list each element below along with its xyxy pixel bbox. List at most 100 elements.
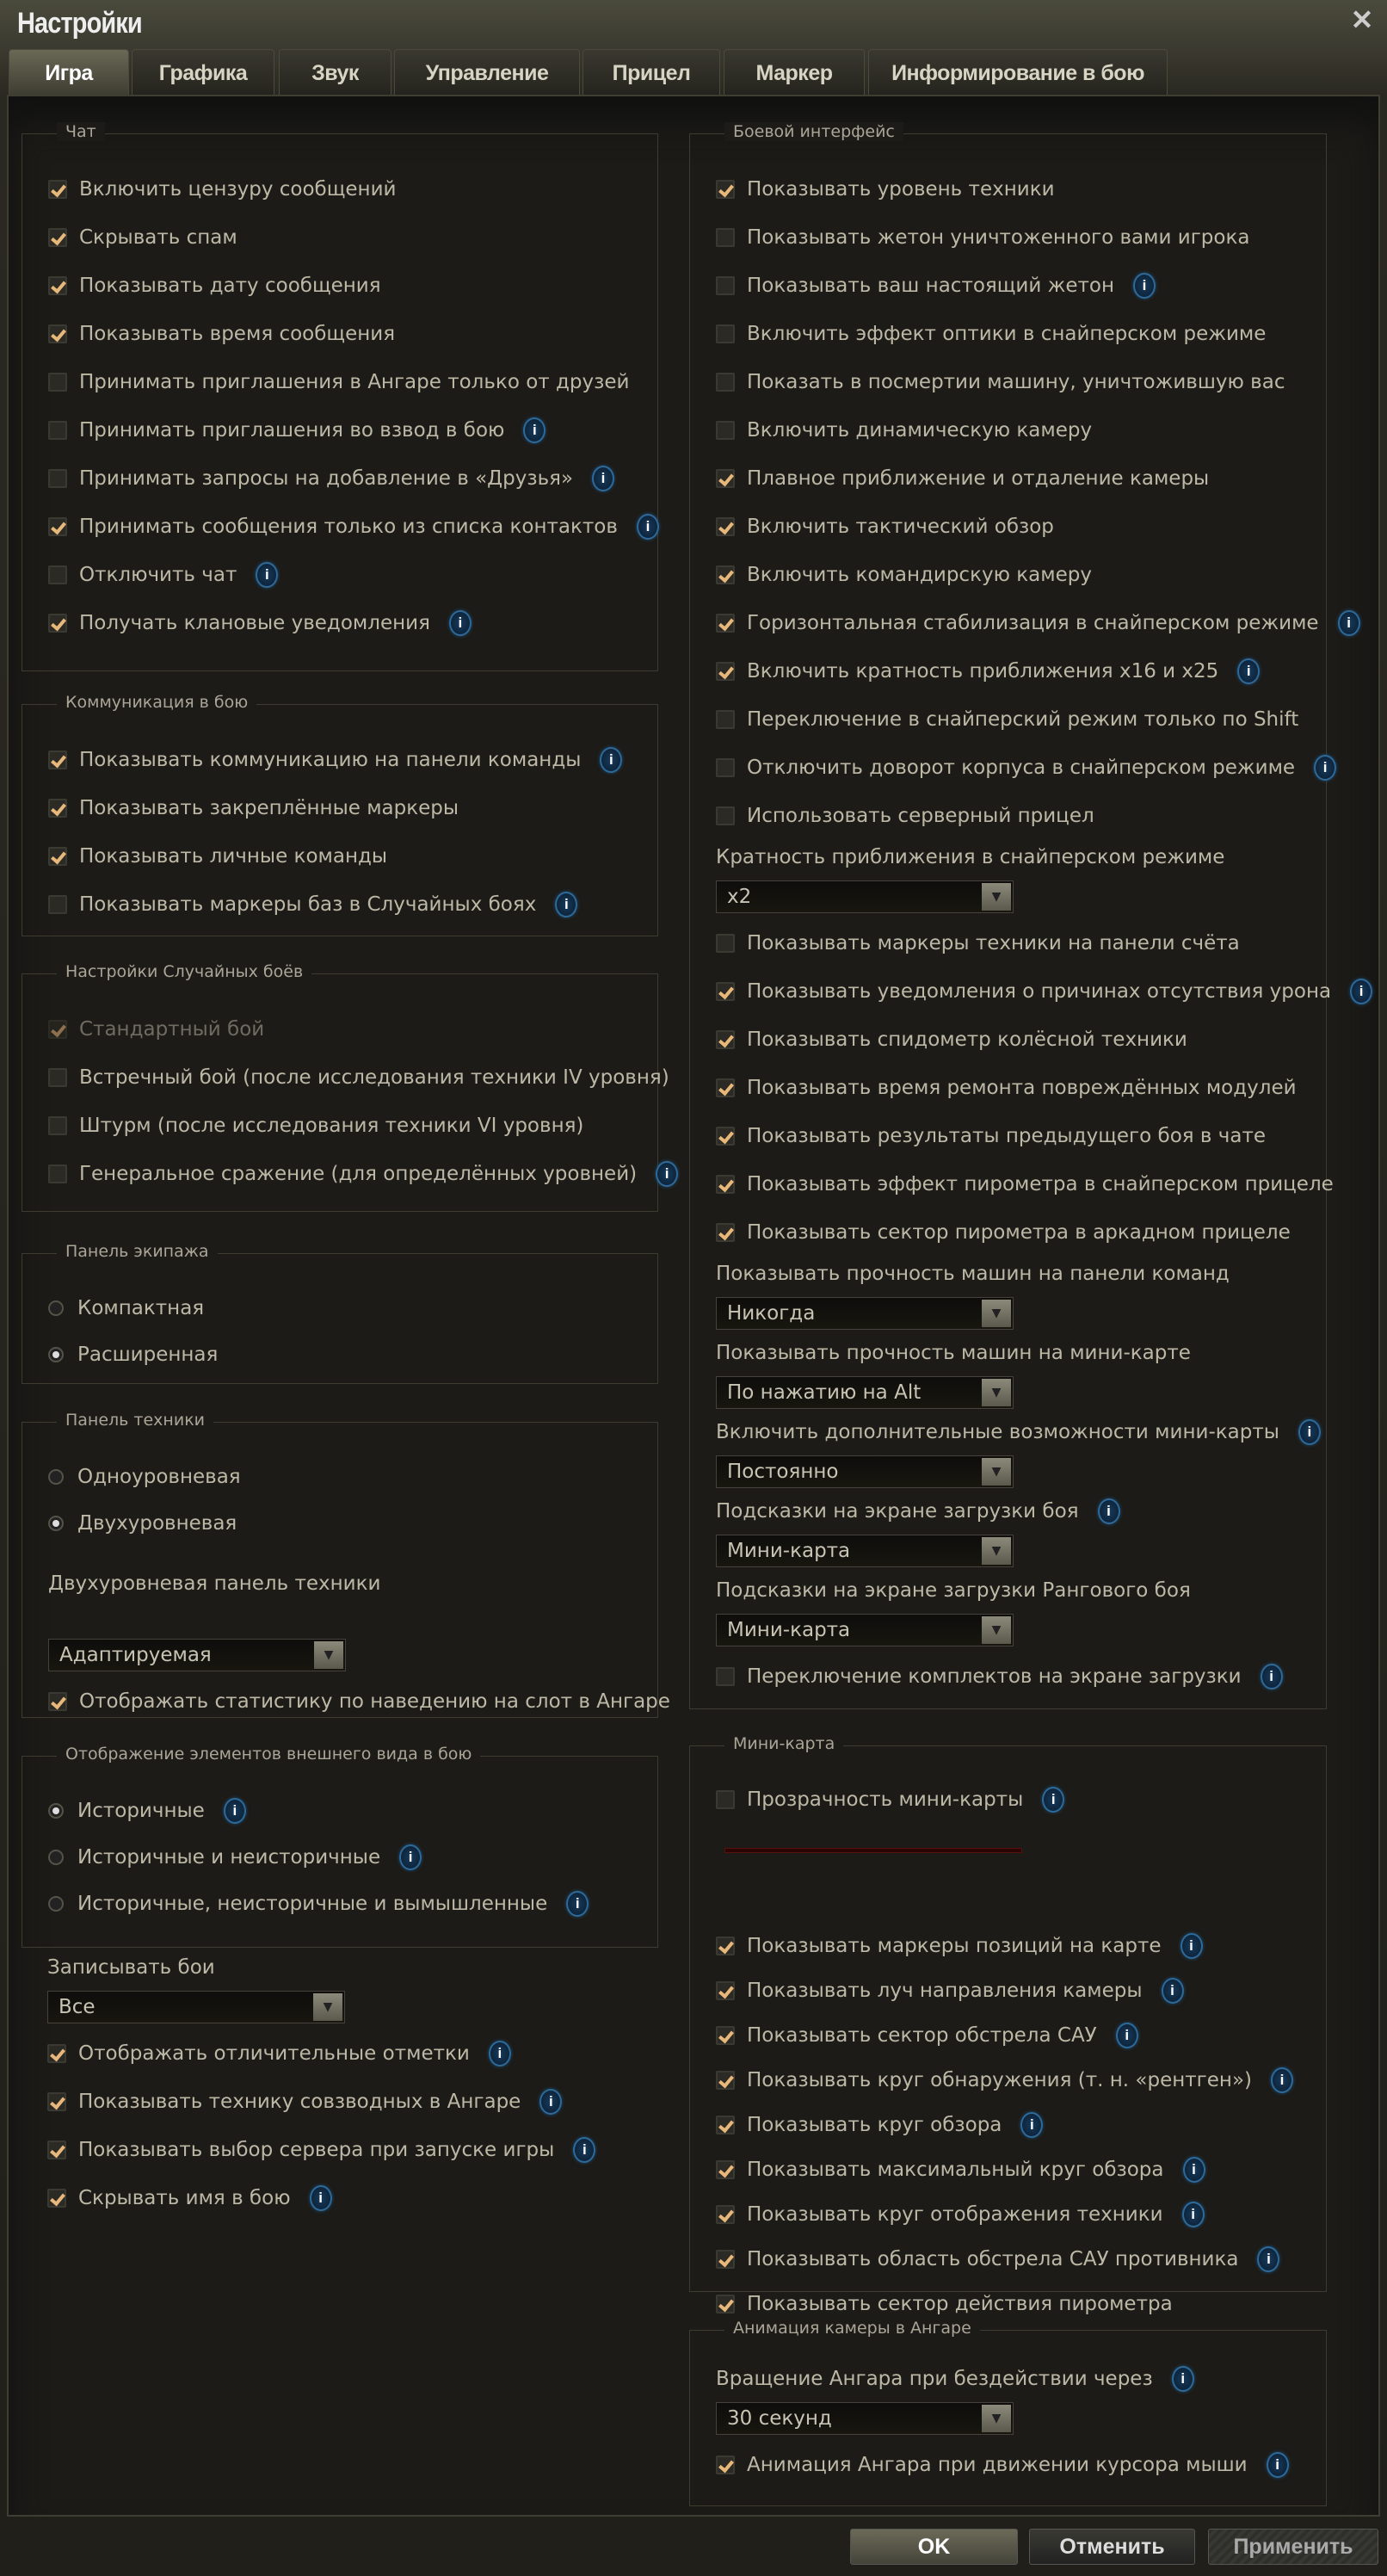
checkbox-option[interactable]: Показывать маркеры техники на панели счё… (716, 919, 1317, 967)
checkbox-option[interactable]: Принимать запросы на добавление в «Друзь… (48, 454, 649, 503)
checkbox-option[interactable]: Скрывать имя в бою i (47, 2174, 650, 2222)
checkbox-option[interactable]: Отключить чат i (48, 551, 649, 599)
checkbox-unchecked[interactable] (48, 565, 67, 584)
checkbox-unchecked[interactable] (716, 324, 735, 343)
checkbox-checked[interactable] (716, 517, 735, 536)
chevron-down-icon[interactable]: ▼ (982, 2405, 1011, 2432)
checkbox-option[interactable]: Стандартный бой (48, 1005, 649, 1053)
checkbox-checked[interactable] (47, 2140, 66, 2159)
radio-option[interactable]: Историчные i (48, 1788, 649, 1834)
checkbox-option[interactable]: Отключить доворот корпуса в снайперском … (716, 744, 1337, 792)
checkbox-option[interactable]: Показывать сектор обстрела САУ i (716, 2013, 1317, 2058)
radio-option[interactable]: Историчные, неисторичные и вымышленные i (48, 1881, 649, 1927)
checkbox-unchecked[interactable] (48, 373, 67, 392)
info-icon[interactable]: i (1171, 2366, 1194, 2392)
radio-option[interactable]: Двухуровневая (48, 1500, 649, 1547)
chevron-down-icon[interactable]: ▼ (982, 1300, 1011, 1327)
checkbox-checked[interactable] (716, 2026, 735, 2045)
info-icon[interactable]: i (573, 2137, 596, 2163)
checkbox-option[interactable]: Получать клановые уведомления i (48, 599, 649, 647)
checkbox-option[interactable]: Принимать приглашения в Ангаре только от… (48, 358, 649, 406)
checkbox-unchecked[interactable] (48, 1068, 67, 1087)
checkbox-unchecked[interactable] (716, 228, 735, 247)
checkbox-option[interactable]: Генеральное сражение (для определённых у… (48, 1150, 679, 1198)
dropdown-select[interactable]: Адаптируемая ▼ (48, 1639, 346, 1671)
checkbox-option[interactable]: Показывать круг отображения техники i (716, 2192, 1317, 2237)
tab-crosshair[interactable]: Прицел (583, 49, 720, 96)
checkbox-option[interactable]: Принимать сообщения только из списка кон… (48, 503, 659, 551)
checkbox-checked[interactable] (716, 1078, 735, 1097)
checkbox-option[interactable]: Показывать сектор пирометра в аркадном п… (716, 1208, 1317, 1257)
checkbox-option[interactable]: Показывать маркеры баз в Случайных боях i (48, 880, 649, 929)
info-icon[interactable]: i (555, 892, 578, 917)
radio-selected[interactable] (48, 1347, 64, 1362)
dropdown-select[interactable]: По нажатию на Alt ▼ (716, 1376, 1014, 1409)
info-icon[interactable]: i (566, 1891, 589, 1917)
checkbox-unchecked[interactable] (716, 276, 735, 295)
checkbox-option[interactable]: Плавное приближение и отдаление камеры (716, 454, 1317, 503)
chevron-down-icon[interactable]: ▼ (314, 1641, 343, 1669)
dropdown-select[interactable]: Никогда ▼ (716, 1297, 1014, 1330)
checkbox-unchecked[interactable] (48, 895, 67, 914)
checkbox-unchecked[interactable] (716, 1790, 735, 1809)
checkbox-option[interactable]: Показывать результаты предыдущего боя в … (716, 1112, 1317, 1160)
checkbox-option[interactable]: Показывать закреплённые маркеры (48, 784, 649, 832)
info-icon[interactable]: i (488, 2041, 511, 2066)
info-icon[interactable]: i (399, 1844, 422, 1870)
info-icon[interactable]: i (1298, 1419, 1321, 1445)
info-icon[interactable]: i (1337, 610, 1360, 636)
dropdown-select[interactable]: 30 секунд ▼ (716, 2402, 1014, 2435)
radio-unselected[interactable] (48, 1896, 64, 1912)
checkbox-unchecked[interactable] (48, 421, 67, 440)
radio-unselected[interactable] (48, 1300, 64, 1316)
checkbox-checked[interactable] (716, 1223, 735, 1242)
checkbox-option[interactable]: Показывать сектор действия пирометра (716, 2282, 1317, 2326)
apply-button[interactable]: Применить (1208, 2529, 1378, 2565)
checkbox-option[interactable]: Показывать спидометр колёсной техники (716, 1016, 1317, 1064)
info-icon[interactable]: i (1270, 2067, 1293, 2093)
info-icon[interactable]: i (1097, 1498, 1120, 1524)
info-icon[interactable]: i (1260, 1664, 1283, 1690)
checkbox-checked[interactable] (716, 1030, 735, 1049)
tab-battle-notifications[interactable]: Информирование в бою (868, 49, 1168, 96)
checkbox-option[interactable]: Анимация Ангара при движении курсора мыш… (716, 2441, 1317, 2489)
checkbox-option[interactable]: Принимать приглашения во взвод в бою i (48, 406, 649, 454)
info-icon[interactable]: i (636, 514, 659, 540)
checkbox-option[interactable]: Скрывать спам (48, 213, 649, 262)
checkbox-unchecked[interactable] (48, 469, 67, 488)
transparency-slider[interactable] (724, 1848, 1022, 1853)
checkbox-unchecked[interactable] (716, 421, 735, 440)
checkbox-option[interactable]: Отображать отличительные отметки i (47, 2029, 650, 2078)
checkbox-option[interactable]: Включить кратность приближения x16 и x25… (716, 647, 1317, 695)
checkbox-checked[interactable] (48, 228, 67, 247)
checkbox-unchecked[interactable] (716, 806, 735, 825)
cancel-button[interactable]: Отменить (1029, 2529, 1195, 2565)
checkbox-checked[interactable] (48, 276, 67, 295)
checkbox-checked[interactable] (716, 982, 735, 1001)
chevron-down-icon[interactable]: ▼ (982, 1616, 1011, 1644)
info-icon[interactable]: i (1161, 1978, 1184, 2004)
info-icon[interactable]: i (1042, 1787, 1065, 1813)
checkbox-option[interactable]: Показывать время сообщения (48, 310, 649, 358)
radio-selected[interactable] (48, 1516, 64, 1531)
info-icon[interactable]: i (600, 747, 623, 773)
dropdown-select[interactable]: Все ▼ (47, 1991, 345, 2023)
checkbox-option[interactable]: Показывать маркеры позиций на карте i (716, 1924, 1317, 1968)
close-icon[interactable]: ✕ (1350, 4, 1374, 35)
info-icon[interactable]: i (523, 417, 546, 443)
checkbox-checked[interactable] (48, 517, 67, 536)
checkbox-checked[interactable] (716, 1175, 735, 1194)
checkbox-unchecked[interactable] (716, 373, 735, 392)
info-icon[interactable]: i (223, 1798, 246, 1824)
tab-marker[interactable]: Маркер (724, 49, 865, 96)
checkbox-checked[interactable] (716, 565, 735, 584)
radio-unselected[interactable] (48, 1469, 64, 1485)
checkbox-checked[interactable] (48, 324, 67, 343)
checkbox-checked[interactable] (48, 180, 67, 199)
checkbox-option[interactable]: Показывать уровень техники (716, 165, 1317, 213)
checkbox-option[interactable]: Показывать коммуникацию на панели команд… (48, 736, 649, 784)
checkbox-option[interactable]: Штурм (после исследования техники VI уро… (48, 1102, 649, 1150)
checkbox-option[interactable]: Отображать статистику по наведению на сл… (48, 1677, 670, 1726)
checkbox-checked[interactable] (716, 2456, 735, 2474)
checkbox-unchecked[interactable] (716, 710, 735, 729)
